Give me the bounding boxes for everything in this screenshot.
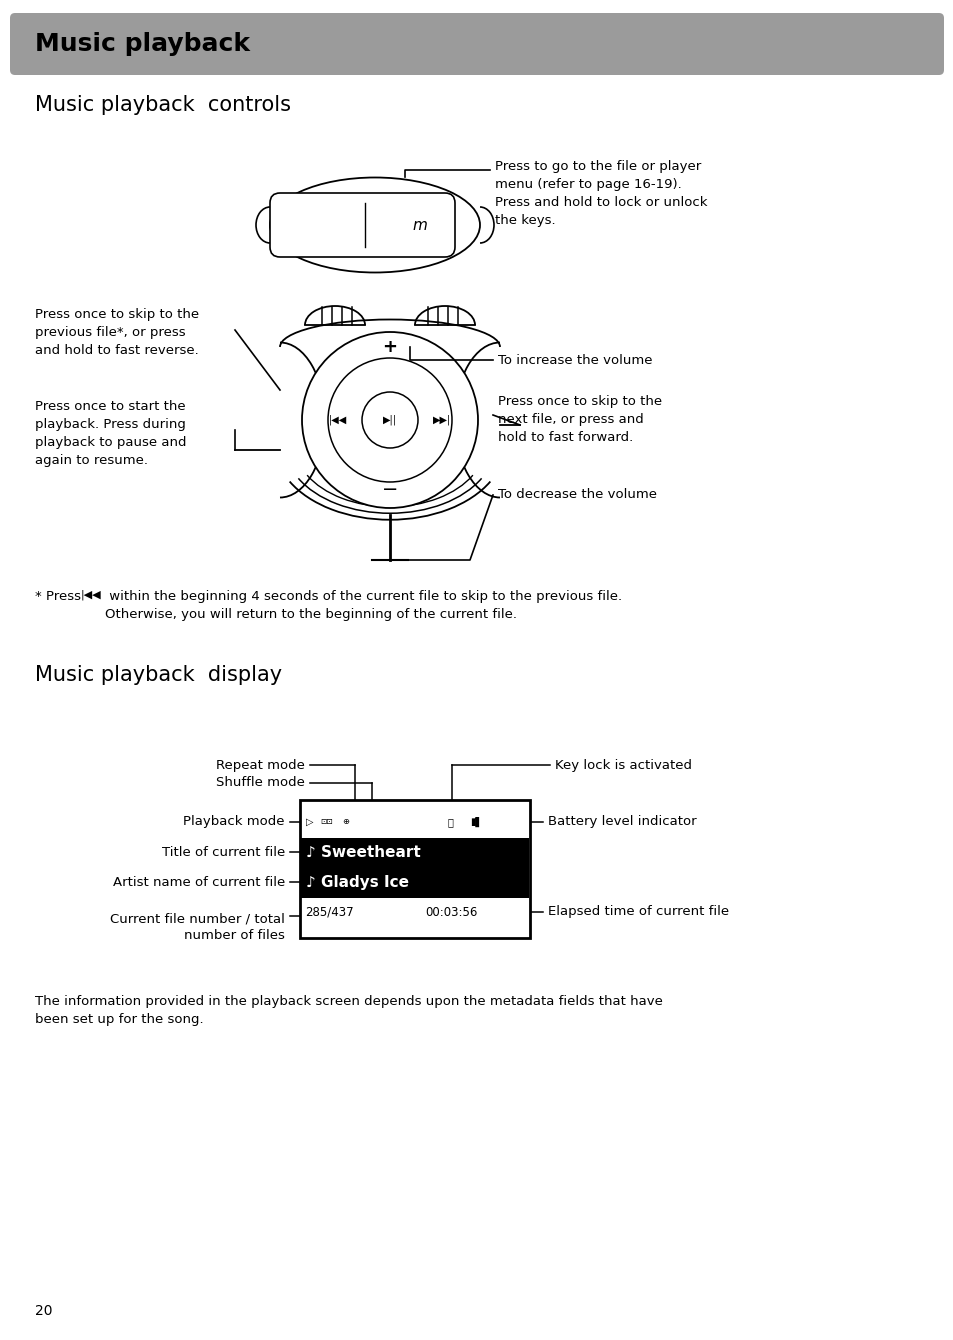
Text: Press once to start the
playback. Press during
playback to pause and
again to re: Press once to start the playback. Press …	[35, 401, 186, 468]
Text: To increase the volume: To increase the volume	[497, 354, 652, 367]
Text: Artist name of current file: Artist name of current file	[112, 875, 285, 888]
Text: Press once to skip to the
previous file*, or press
and hold to fast reverse.: Press once to skip to the previous file*…	[35, 308, 199, 356]
Circle shape	[361, 393, 417, 448]
Text: −: −	[381, 481, 397, 500]
Circle shape	[328, 358, 452, 482]
Text: 🔒: 🔒	[448, 817, 454, 827]
Text: within the beginning 4 seconds of the current file to skip to the previous file.: within the beginning 4 seconds of the cu…	[105, 590, 621, 620]
Text: m: m	[412, 217, 427, 233]
FancyBboxPatch shape	[10, 13, 943, 75]
Bar	[301, 838, 529, 868]
Text: Press once to skip to the
next file, or press and
hold to fast forward.: Press once to skip to the next file, or …	[497, 395, 661, 444]
Text: * Press: * Press	[35, 590, 85, 603]
Bar	[299, 800, 530, 938]
Text: ▶||: ▶||	[382, 415, 396, 425]
Text: To decrease the volume: To decrease the volume	[497, 489, 657, 501]
Ellipse shape	[282, 222, 467, 248]
Circle shape	[302, 332, 477, 508]
Text: ⊡⊡: ⊡⊡	[319, 817, 333, 827]
Text: ♪ Gladys Ice: ♪ Gladys Ice	[306, 875, 409, 890]
Text: Battery level indicator: Battery level indicator	[547, 816, 696, 828]
Text: +: +	[382, 338, 397, 356]
Text: 20: 20	[35, 1304, 52, 1319]
Text: The information provided in the playback screen depends upon the metadata fields: The information provided in the playback…	[35, 996, 662, 1026]
Text: ▮▌: ▮▌	[470, 817, 482, 827]
Text: ⊕: ⊕	[341, 817, 349, 827]
Text: 285/437: 285/437	[305, 906, 354, 918]
Text: Repeat mode: Repeat mode	[216, 758, 305, 772]
FancyBboxPatch shape	[270, 193, 455, 257]
Text: ♪ Sweetheart: ♪ Sweetheart	[306, 844, 420, 859]
Text: |◀◀: |◀◀	[329, 415, 347, 425]
Text: ▷: ▷	[306, 817, 314, 827]
Text: Music playback  controls: Music playback controls	[35, 95, 291, 115]
Text: 00:03:56: 00:03:56	[424, 906, 476, 918]
Text: Title of current file: Title of current file	[162, 846, 285, 859]
Text: Playback mode: Playback mode	[183, 816, 285, 828]
Text: Elapsed time of current file: Elapsed time of current file	[547, 906, 728, 918]
Text: |◀◀: |◀◀	[81, 590, 102, 600]
Text: Key lock is activated: Key lock is activated	[555, 758, 691, 772]
Bar	[301, 868, 529, 898]
Text: Music playback: Music playback	[35, 32, 250, 56]
Text: ▶▶|: ▶▶|	[433, 415, 451, 425]
Text: Current file number / total
number of files: Current file number / total number of fi…	[110, 913, 285, 942]
Text: Music playback  display: Music playback display	[35, 665, 282, 685]
Text: Press to go to the file or player
menu (refer to page 16-19).
Press and hold to : Press to go to the file or player menu (…	[495, 159, 707, 226]
Text: Shuffle mode: Shuffle mode	[216, 776, 305, 789]
Ellipse shape	[270, 177, 479, 272]
